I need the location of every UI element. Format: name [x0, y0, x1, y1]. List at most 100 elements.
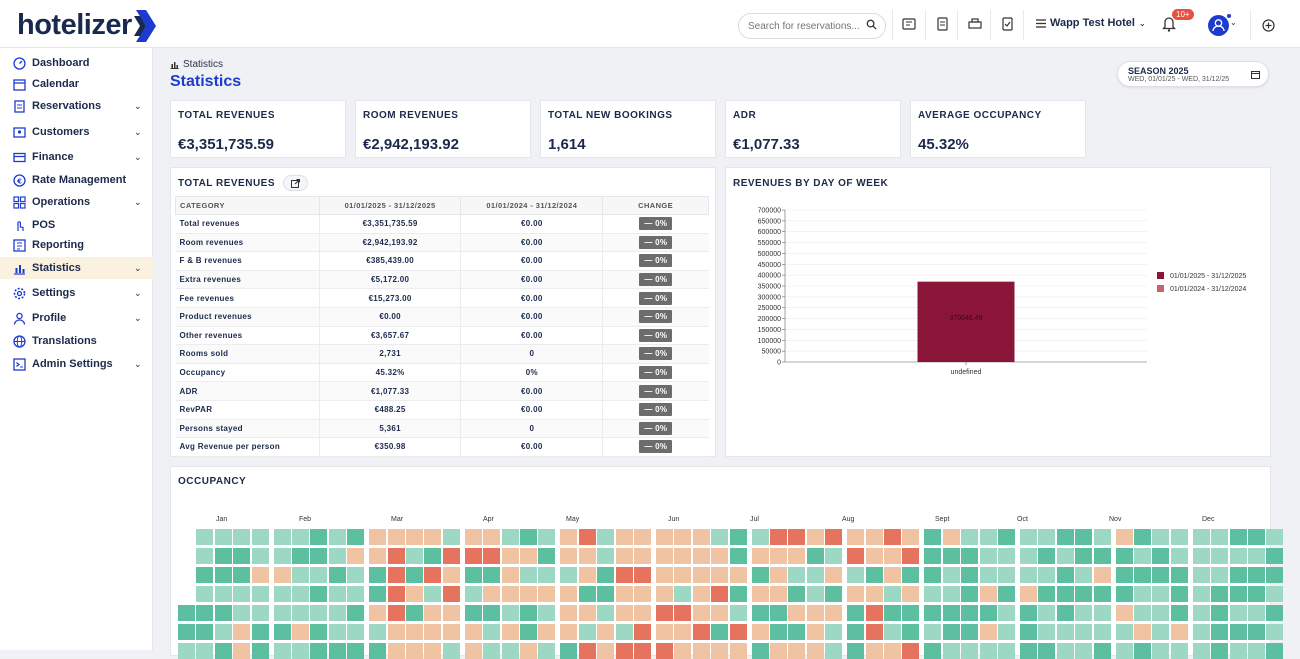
occupancy-day-cell[interactable] — [328, 529, 346, 545]
occupancy-day-cell[interactable] — [1266, 567, 1284, 583]
occupancy-day-cell[interactable] — [1020, 643, 1037, 659]
occupancy-day-cell[interactable] — [1134, 586, 1151, 602]
occupancy-day-cell[interactable] — [214, 548, 232, 564]
occupancy-day-cell[interactable] — [501, 548, 519, 564]
occupancy-day-cell[interactable] — [233, 624, 251, 640]
occupancy-day-cell[interactable] — [578, 605, 596, 621]
occupancy-day-cell[interactable] — [292, 567, 309, 583]
occupancy-day-cell[interactable] — [1020, 529, 1037, 545]
occupancy-day-cell[interactable] — [1038, 586, 1056, 602]
occupancy-day-cell[interactable] — [538, 586, 556, 602]
occupancy-day-cell[interactable] — [770, 624, 787, 640]
occupancy-day-cell[interactable] — [942, 529, 960, 545]
occupancy-day-cell[interactable] — [464, 567, 482, 583]
occupancy-day-cell[interactable] — [1170, 529, 1188, 545]
occupancy-day-cell[interactable] — [674, 605, 692, 621]
occupancy-day-cell[interactable] — [501, 586, 519, 602]
occupancy-day-cell[interactable] — [196, 529, 214, 545]
sidebar-item-dashboard[interactable]: Dashboard — [0, 52, 153, 74]
occupancy-day-cell[interactable] — [347, 586, 365, 602]
occupancy-day-cell[interactable] — [387, 586, 405, 602]
occupancy-day-cell[interactable] — [501, 567, 519, 583]
occupancy-day-cell[interactable] — [328, 624, 346, 640]
occupancy-day-cell[interactable] — [251, 586, 269, 602]
occupancy-day-cell[interactable] — [406, 567, 423, 583]
occupancy-day-cell[interactable] — [233, 586, 251, 602]
occupancy-day-cell[interactable] — [751, 643, 769, 659]
occupancy-day-cell[interactable] — [578, 567, 596, 583]
occupancy-day-cell[interactable] — [442, 529, 460, 545]
occupancy-day-cell[interactable] — [273, 567, 291, 583]
occupancy-day-cell[interactable] — [328, 567, 346, 583]
occupancy-day-cell[interactable] — [1229, 605, 1247, 621]
occupancy-day-cell[interactable] — [292, 605, 309, 621]
occupancy-day-cell[interactable] — [1170, 643, 1188, 659]
checklist-icon[interactable] — [998, 15, 1016, 33]
occupancy-day-cell[interactable] — [1229, 624, 1247, 640]
occupancy-day-cell[interactable] — [979, 586, 997, 602]
search-icon[interactable] — [866, 19, 877, 30]
chevron-down-icon[interactable]: ⌄ — [134, 196, 142, 207]
occupancy-day-cell[interactable] — [924, 624, 942, 640]
occupancy-day-cell[interactable] — [251, 624, 269, 640]
occupancy-day-cell[interactable] — [406, 529, 423, 545]
occupancy-day-cell[interactable] — [1211, 548, 1229, 564]
occupancy-day-cell[interactable] — [692, 567, 710, 583]
occupancy-day-cell[interactable] — [328, 586, 346, 602]
occupancy-day-cell[interactable] — [597, 548, 615, 564]
occupancy-day-cell[interactable] — [1093, 567, 1111, 583]
occupancy-day-cell[interactable] — [424, 548, 442, 564]
occupancy-day-cell[interactable] — [770, 529, 787, 545]
occupancy-day-cell[interactable] — [538, 643, 556, 659]
chevron-down-icon[interactable]: ⌄ — [134, 358, 142, 369]
occupancy-day-cell[interactable] — [615, 643, 633, 659]
occupancy-day-cell[interactable] — [369, 567, 387, 583]
occupancy-day-cell[interactable] — [806, 548, 824, 564]
occupancy-day-cell[interactable] — [770, 586, 787, 602]
occupancy-day-cell[interactable] — [1075, 605, 1093, 621]
occupancy-day-cell[interactable] — [310, 586, 328, 602]
occupancy-day-cell[interactable] — [251, 643, 269, 659]
occupancy-day-cell[interactable] — [711, 605, 729, 621]
occupancy-day-cell[interactable] — [1115, 548, 1133, 564]
occupancy-day-cell[interactable] — [464, 624, 482, 640]
occupancy-day-cell[interactable] — [656, 567, 673, 583]
occupancy-day-cell[interactable] — [1038, 605, 1056, 621]
occupancy-day-cell[interactable] — [979, 624, 997, 640]
occupancy-day-cell[interactable] — [233, 548, 251, 564]
occupancy-day-cell[interactable] — [292, 529, 309, 545]
occupancy-day-cell[interactable] — [214, 624, 232, 640]
occupancy-day-cell[interactable] — [942, 624, 960, 640]
occupancy-day-cell[interactable] — [1152, 643, 1170, 659]
occupancy-day-cell[interactable] — [788, 643, 806, 659]
occupancy-day-cell[interactable] — [825, 529, 843, 545]
occupancy-day-cell[interactable] — [1134, 624, 1151, 640]
chevron-down-icon[interactable]: ⌄ — [134, 126, 142, 137]
occupancy-day-cell[interactable] — [788, 548, 806, 564]
occupancy-day-cell[interactable] — [1134, 529, 1151, 545]
occupancy-day-cell[interactable] — [1211, 586, 1229, 602]
occupancy-day-cell[interactable] — [634, 586, 651, 602]
occupancy-day-cell[interactable] — [369, 586, 387, 602]
occupancy-day-cell[interactable] — [1115, 643, 1133, 659]
occupancy-day-cell[interactable] — [674, 624, 692, 640]
occupancy-day-cell[interactable] — [979, 548, 997, 564]
occupancy-day-cell[interactable] — [634, 548, 651, 564]
occupancy-day-cell[interactable] — [884, 643, 901, 659]
occupancy-day-cell[interactable] — [1229, 529, 1247, 545]
occupancy-day-cell[interactable] — [1038, 529, 1056, 545]
occupancy-day-cell[interactable] — [961, 586, 979, 602]
occupancy-day-cell[interactable] — [979, 605, 997, 621]
occupancy-day-cell[interactable] — [998, 605, 1015, 621]
occupancy-day-cell[interactable] — [729, 643, 747, 659]
occupancy-day-cell[interactable] — [924, 586, 942, 602]
occupancy-day-cell[interactable] — [751, 529, 769, 545]
occupancy-day-cell[interactable] — [1248, 643, 1265, 659]
occupancy-day-cell[interactable] — [560, 605, 578, 621]
occupancy-day-cell[interactable] — [884, 548, 901, 564]
occupancy-day-cell[interactable] — [751, 548, 769, 564]
occupancy-day-cell[interactable] — [692, 586, 710, 602]
occupancy-day-cell[interactable] — [387, 624, 405, 640]
legend-entry[interactable]: 01/01/2024 - 31/12/2024 — [1170, 286, 1246, 293]
hotelizer-logo[interactable]: hotelizer — [17, 9, 156, 42]
